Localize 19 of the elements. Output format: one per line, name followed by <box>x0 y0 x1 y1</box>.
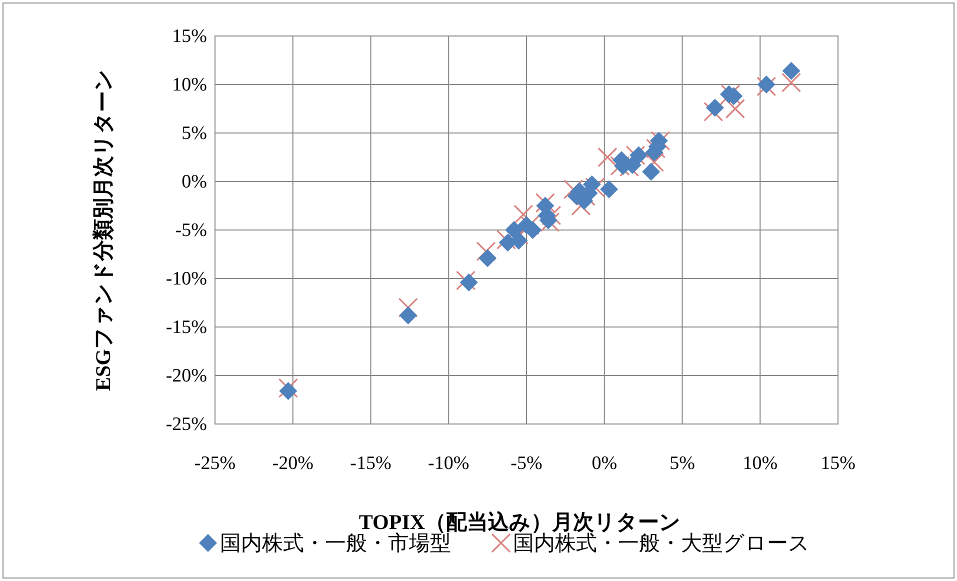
x-tick-label: 0% <box>592 453 618 474</box>
y-tick-label: -20% <box>166 366 208 386</box>
x-tick-label: 10% <box>742 453 778 474</box>
y-tick-label: -25% <box>166 414 208 435</box>
y-tick-label: -5% <box>175 220 208 241</box>
y-tick-label: 5% <box>182 123 208 144</box>
y-tick-label: -15% <box>166 317 208 338</box>
x-tick-label: 5% <box>670 453 696 474</box>
x-tick-label: -20% <box>272 453 314 474</box>
y-tick-label: 10% <box>172 74 208 96</box>
x-axis-title: TOPIX（配当込み）月次リターン <box>358 510 682 534</box>
y-tick-label: -10% <box>166 268 208 290</box>
x-tick-label: -15% <box>350 453 392 474</box>
x-tick-label: -10% <box>428 453 470 474</box>
y-tick-label: 0% <box>182 172 208 192</box>
y-axis-title: ESGファンド分類別月次リターン <box>91 68 115 392</box>
y-tick-label: 15% <box>172 26 208 47</box>
x-tick-label: 15% <box>820 453 856 474</box>
x-tick-label: -5% <box>510 453 542 474</box>
